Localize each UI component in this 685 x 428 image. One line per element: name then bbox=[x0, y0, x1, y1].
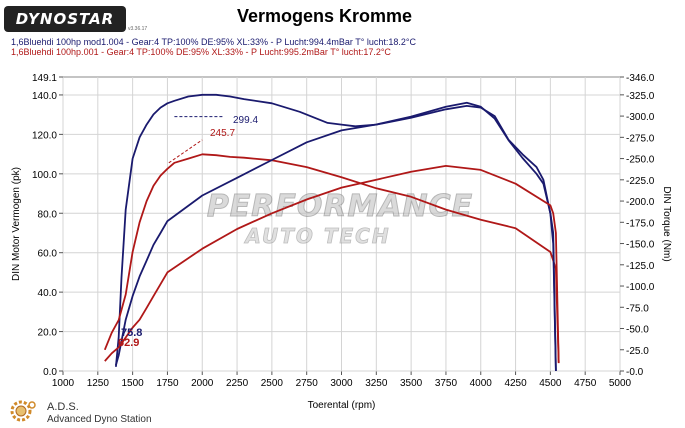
y2-tick-label: -275.0 bbox=[626, 133, 655, 144]
peak-label-4: 62.9 bbox=[118, 337, 139, 349]
y2-tick-label: -25.0 bbox=[626, 346, 649, 357]
x-tick-label: 3000 bbox=[330, 378, 353, 389]
peak-label-3: 75.8 bbox=[121, 327, 142, 339]
x-tick-label: 2500 bbox=[261, 378, 284, 389]
ads-title: A.D.S. bbox=[47, 401, 79, 413]
y-tick-label: 120.0 bbox=[32, 130, 57, 141]
y2-tick-label: -250.0 bbox=[626, 155, 655, 166]
y-tick-label: 60.0 bbox=[38, 249, 58, 260]
y-tick-label: 100.0 bbox=[32, 170, 57, 181]
y2-tick-label: -346.0 bbox=[626, 73, 655, 84]
y-tick-label: 40.0 bbox=[38, 288, 58, 299]
peak-label-2: 245.7 bbox=[210, 128, 235, 139]
x-tick-label: 4250 bbox=[504, 378, 527, 389]
y-tick-label: 0.0 bbox=[43, 367, 57, 378]
y2-tick-label: -75.0 bbox=[626, 303, 649, 314]
y2-tick-label: -325.0 bbox=[626, 91, 655, 102]
series-line-power-3 bbox=[115, 101, 557, 372]
chart-title: Vermogens Kromme bbox=[237, 6, 413, 26]
x-tick-label: 1000 bbox=[52, 378, 75, 389]
y2-tick-label: -200.0 bbox=[626, 197, 655, 208]
y-tick-label: 140.0 bbox=[32, 91, 57, 102]
run-label-1: 1,6Bluehdi 100hp mod1.004 - Gear:4 TP:10… bbox=[11, 37, 416, 47]
y-axis-title: DIN Motor Vermogen (pk) bbox=[11, 167, 22, 281]
y2-tick-label: -0.0 bbox=[626, 367, 644, 378]
series-line-torque-1 bbox=[115, 93, 557, 372]
peak-label-1: 299.4 bbox=[233, 115, 258, 126]
dynostar-logo: DYNOSTAR bbox=[4, 6, 126, 32]
y2-tick-label: -125.0 bbox=[626, 261, 655, 272]
x-tick-label: 1250 bbox=[87, 378, 110, 389]
peak-leader-red bbox=[168, 139, 203, 164]
logo-version: v3.36.17 bbox=[128, 26, 148, 32]
x-tick-label: 2750 bbox=[296, 378, 319, 389]
y-tick-label: 149.1 bbox=[32, 73, 57, 84]
y-tick-label: 80.0 bbox=[38, 209, 58, 220]
run-label-2: 1,6Bluehdi 100hp.001 - Gear:4 TP:100% DE… bbox=[11, 47, 391, 57]
x-tick-label: 3500 bbox=[400, 378, 423, 389]
ads-gear-icon bbox=[10, 400, 36, 422]
y2-tick-label: -300.0 bbox=[626, 112, 655, 123]
series-line-power-4 bbox=[104, 164, 560, 364]
x-tick-label: 4750 bbox=[574, 378, 597, 389]
x-tick-label: 5000 bbox=[609, 378, 632, 389]
y2-tick-label: -100.0 bbox=[626, 282, 655, 293]
x-tick-label: 4500 bbox=[539, 378, 562, 389]
watermark-line2: AUTO TECH bbox=[243, 224, 390, 248]
x-tick-label: 3250 bbox=[365, 378, 388, 389]
watermark-line1: PERFORMANCE bbox=[207, 189, 473, 224]
x-tick-label: 2000 bbox=[191, 378, 214, 389]
series-line-torque-2 bbox=[103, 153, 560, 363]
ads-subtitle: Advanced Dyno Station bbox=[47, 414, 152, 425]
y2-tick-label: -175.0 bbox=[626, 218, 655, 229]
logo-text: DYNOSTAR bbox=[15, 10, 115, 28]
x-tick-label: 2250 bbox=[226, 378, 249, 389]
x-tick-label: 1750 bbox=[156, 378, 179, 389]
x-axis-title: Toerental (rpm) bbox=[308, 400, 376, 411]
y-tick-label: 20.0 bbox=[38, 328, 58, 339]
y2-axis-title: DIN Torque (Nm) bbox=[661, 186, 672, 261]
x-tick-label: 3750 bbox=[435, 378, 458, 389]
y2-tick-label: -150.0 bbox=[626, 240, 655, 251]
x-tick-label: 1500 bbox=[122, 378, 145, 389]
y2-tick-label: -50.0 bbox=[626, 325, 649, 336]
x-tick-label: 4000 bbox=[470, 378, 493, 389]
y2-tick-label: -225.0 bbox=[626, 176, 655, 187]
